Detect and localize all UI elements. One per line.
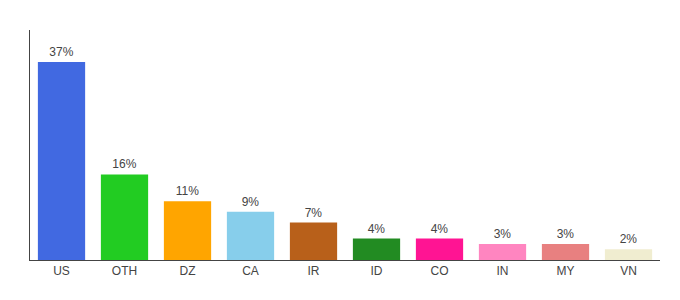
- svg-text:MY: MY: [557, 264, 575, 278]
- svg-text:16%: 16%: [112, 157, 136, 171]
- svg-text:US: US: [53, 264, 70, 278]
- svg-text:7%: 7%: [305, 206, 323, 220]
- svg-text:CA: CA: [242, 264, 259, 278]
- svg-text:2%: 2%: [620, 232, 638, 246]
- svg-text:3%: 3%: [494, 227, 512, 241]
- svg-text:OTH: OTH: [112, 264, 137, 278]
- svg-text:3%: 3%: [557, 227, 575, 241]
- svg-text:4%: 4%: [368, 222, 386, 236]
- svg-text:ID: ID: [371, 264, 383, 278]
- svg-text:9%: 9%: [242, 195, 260, 209]
- svg-text:DZ: DZ: [180, 264, 196, 278]
- svg-text:11%: 11%: [176, 184, 199, 198]
- svg-text:37%: 37%: [49, 45, 73, 59]
- svg-text:IN: IN: [497, 264, 509, 278]
- svg-text:VN: VN: [620, 264, 637, 278]
- svg-text:CO: CO: [431, 264, 449, 278]
- svg-text:4%: 4%: [431, 222, 449, 236]
- svg-text:IR: IR: [308, 264, 320, 278]
